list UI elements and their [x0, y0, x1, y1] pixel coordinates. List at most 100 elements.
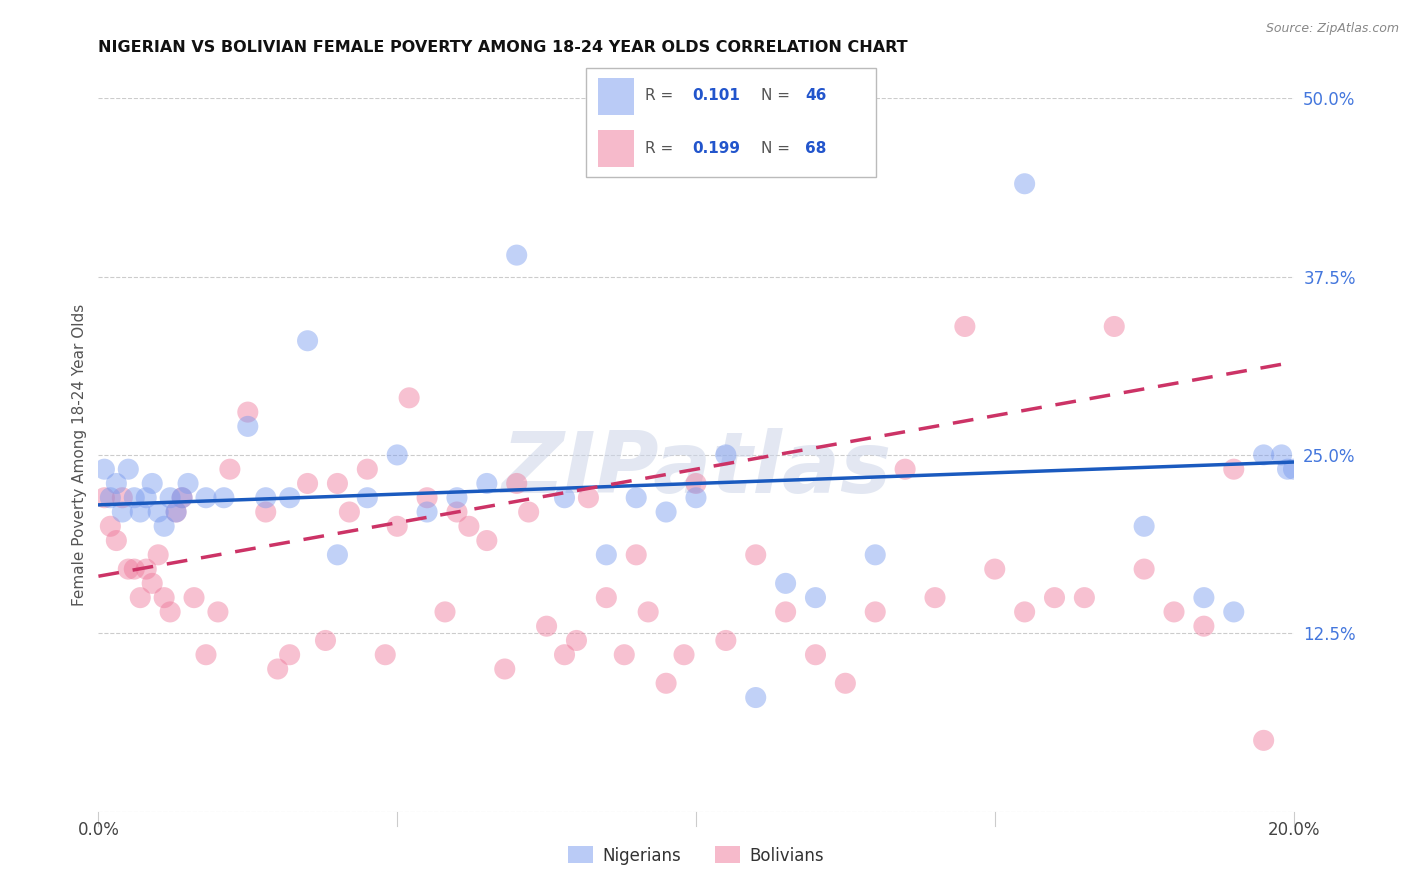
Point: [385, 519, 409, 533]
Point: [494, 662, 516, 676]
Point: [1014, 177, 1036, 191]
Point: [124, 491, 146, 505]
Text: Source: ZipAtlas.com: Source: ZipAtlas.com: [1265, 22, 1399, 36]
Point: [434, 605, 457, 619]
Point: [93, 462, 115, 476]
Text: NIGERIAN VS BOLIVIAN FEMALE POVERTY AMONG 18-24 YEAR OLDS CORRELATION CHART: NIGERIAN VS BOLIVIAN FEMALE POVERTY AMON…: [98, 40, 908, 55]
Point: [554, 648, 576, 662]
Point: [804, 648, 827, 662]
Point: [297, 476, 319, 491]
Point: [374, 648, 396, 662]
Point: [714, 448, 737, 462]
Point: [655, 505, 678, 519]
Point: [326, 476, 349, 491]
Point: [141, 576, 163, 591]
Point: [1223, 462, 1246, 476]
Point: [685, 476, 707, 491]
Point: [655, 676, 678, 690]
Point: [165, 505, 187, 519]
Text: N =: N =: [761, 141, 794, 156]
Point: [865, 605, 887, 619]
Point: [517, 505, 540, 519]
Point: [398, 391, 420, 405]
Point: [254, 491, 277, 505]
Point: [153, 519, 176, 533]
Point: [297, 334, 319, 348]
Point: [506, 476, 529, 491]
Point: [236, 405, 259, 419]
Point: [153, 591, 176, 605]
Point: [595, 548, 617, 562]
Point: [673, 648, 696, 662]
Point: [578, 491, 600, 505]
Point: [1192, 591, 1215, 605]
Point: [775, 576, 797, 591]
Point: [254, 505, 277, 519]
Text: R =: R =: [645, 141, 679, 156]
Point: [745, 690, 768, 705]
Point: [458, 519, 481, 533]
Point: [595, 591, 617, 605]
Legend: Nigerians, Bolivians: Nigerians, Bolivians: [561, 839, 831, 871]
Point: [1282, 462, 1305, 476]
Text: 0.199: 0.199: [693, 141, 741, 156]
Point: [135, 562, 157, 576]
Text: 68: 68: [804, 141, 827, 156]
Point: [613, 648, 636, 662]
Point: [315, 633, 337, 648]
Point: [446, 505, 468, 519]
Point: [416, 491, 439, 505]
Point: [865, 548, 887, 562]
Point: [1192, 619, 1215, 633]
Text: R =: R =: [645, 88, 679, 103]
Point: [834, 676, 856, 690]
Point: [98, 519, 122, 533]
Y-axis label: Female Poverty Among 18-24 Year Olds: Female Poverty Among 18-24 Year Olds: [72, 304, 87, 606]
Point: [1133, 519, 1156, 533]
Point: [105, 533, 128, 548]
Text: ZIPatlas: ZIPatlas: [501, 427, 891, 511]
Point: [1253, 733, 1275, 747]
Point: [775, 605, 797, 619]
Point: [1223, 605, 1246, 619]
Point: [624, 491, 647, 505]
Point: [141, 476, 163, 491]
Point: [475, 476, 498, 491]
Text: 0.101: 0.101: [693, 88, 741, 103]
Point: [194, 648, 218, 662]
Point: [148, 505, 170, 519]
Point: [685, 491, 707, 505]
Point: [207, 605, 229, 619]
FancyBboxPatch shape: [599, 130, 634, 168]
FancyBboxPatch shape: [586, 68, 876, 178]
Point: [111, 505, 134, 519]
Point: [1271, 448, 1294, 462]
Point: [416, 505, 439, 519]
Point: [98, 491, 122, 505]
Point: [278, 648, 301, 662]
Point: [159, 605, 181, 619]
Point: [236, 419, 259, 434]
Point: [804, 591, 827, 605]
Point: [165, 505, 187, 519]
Point: [177, 476, 200, 491]
Point: [385, 448, 409, 462]
Point: [1163, 605, 1185, 619]
Point: [506, 248, 529, 262]
Point: [1014, 605, 1036, 619]
Point: [565, 633, 588, 648]
Point: [953, 319, 976, 334]
Point: [1043, 591, 1066, 605]
Point: [554, 491, 576, 505]
Point: [1133, 562, 1156, 576]
Point: [93, 491, 115, 505]
Point: [339, 505, 360, 519]
Point: [172, 491, 194, 505]
Point: [924, 591, 946, 605]
Point: [148, 548, 170, 562]
Point: [219, 462, 242, 476]
Point: [356, 462, 378, 476]
Point: [105, 476, 128, 491]
Point: [536, 619, 558, 633]
Point: [1253, 448, 1275, 462]
